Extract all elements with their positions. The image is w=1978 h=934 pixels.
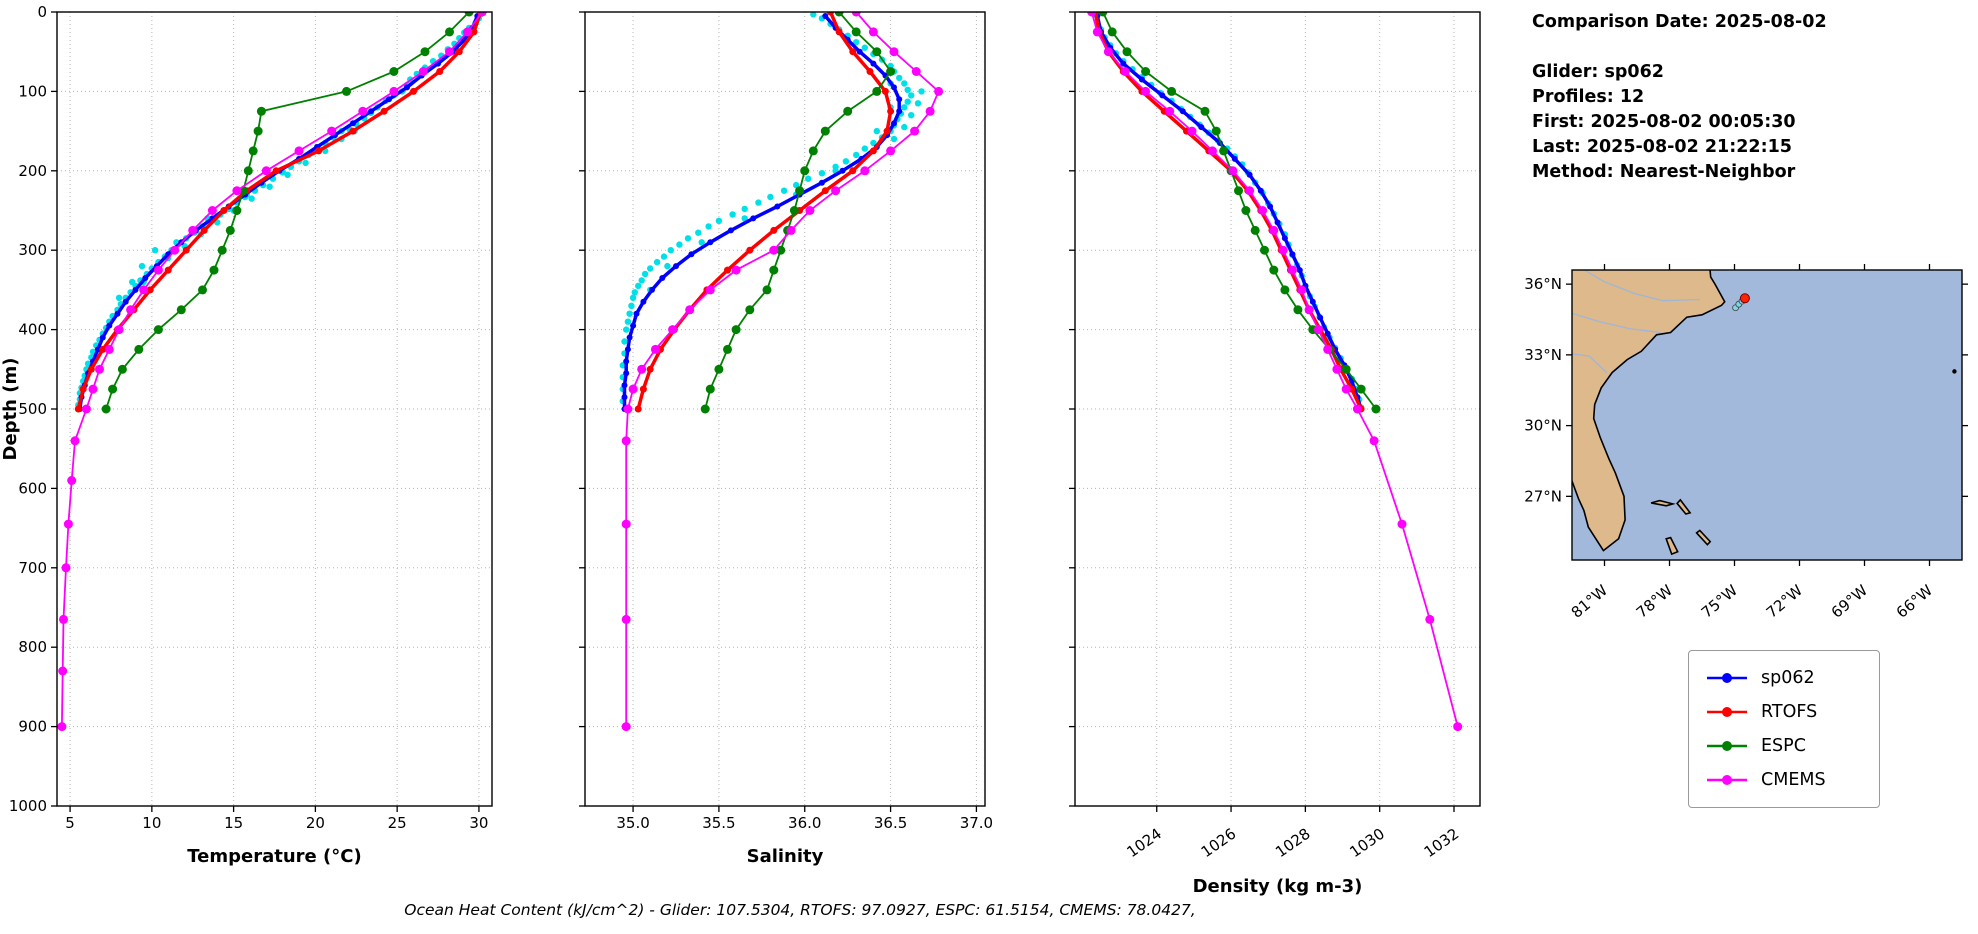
svg-text:36.5: 36.5 [874,814,907,832]
method-text: Method: Nearest-Neighbor [1532,162,1796,182]
svg-text:20: 20 [306,814,325,832]
svg-text:700: 700 [18,559,47,577]
legend-label: sp062 [1761,668,1815,688]
temperature-profile-chart: 0 100 200 300 400 500 600 700 800 900 1000 5 10 15 20 2… [0,3,493,867]
svg-text:1030: 1030 [1346,825,1388,862]
svg-text:35.0: 35.0 [616,814,649,832]
svg-text:500: 500 [18,400,47,418]
legend-item-sp062: sp062 [1705,661,1863,695]
profiles-count-text: Profiles: 12 [1532,87,1645,107]
svg-text:900: 900 [18,718,47,736]
svg-text:30: 30 [469,814,488,832]
svg-text:300: 300 [18,241,47,259]
glider-id-text: Glider: sp062 [1532,62,1664,82]
info-gap [1532,35,1827,60]
legend-label: ESPC [1761,736,1806,756]
svg-text:5: 5 [65,814,75,832]
legend-line-marker-icon [1707,741,1747,751]
svg-text:66°W: 66°W [1893,581,1936,622]
svg-text:75°W: 75°W [1698,581,1741,622]
svg-text:27°N: 27°N [1524,487,1562,505]
svg-text:Temperature (°C): Temperature (°C) [187,846,361,867]
svg-text:10: 10 [142,814,161,832]
svg-text:Depth (m): Depth (m) [0,358,21,461]
svg-text:36°N: 36°N [1524,275,1562,293]
svg-text:Density (kg m-3): Density (kg m-3) [1193,876,1363,897]
density-profile-chart: 1024 1026 1028 1030 1032 Density (kg m-3) [1069,11,1481,897]
svg-text:78°W: 78°W [1633,581,1676,622]
svg-text:15: 15 [224,814,243,832]
first-profile-time-text: First: 2025-08-02 00:05:30 [1532,112,1796,132]
svg-text:1026: 1026 [1198,825,1240,862]
legend-label: CMEMS [1761,770,1826,790]
legend-line-marker-icon [1707,775,1747,785]
svg-text:36.0: 36.0 [788,814,821,832]
legend-label: RTOFS [1761,702,1818,722]
svg-text:81°W: 81°W [1568,581,1611,622]
svg-text:Salinity: Salinity [747,846,824,867]
svg-text:1028: 1028 [1272,825,1314,862]
info-panel: Comparison Date: 2025-08-02 Glider: sp06… [1532,10,1827,185]
svg-text:400: 400 [18,321,47,339]
svg-text:600: 600 [18,479,47,497]
svg-text:72°W: 72°W [1763,581,1806,622]
svg-text:69°W: 69°W [1828,581,1871,622]
svg-text:30°N: 30°N [1524,417,1562,435]
legend: sp062 RTOFS ESPC CMEMS [1688,650,1880,808]
svg-text:35.5: 35.5 [702,814,735,832]
legend-line-marker-icon [1707,707,1747,717]
location-map: 36°N 33°N 30°N 27°N 81°W 78°W 75°W 72°W 69°W 66°W [1524,264,1968,622]
svg-text:1024: 1024 [1123,825,1165,862]
legend-item-rtofs: RTOFS [1705,695,1863,729]
svg-text:1032: 1032 [1421,825,1463,862]
legend-item-cmems: CMEMS [1705,763,1863,797]
svg-text:800: 800 [18,638,47,656]
ocean-heat-content-footer: Ocean Heat Content (kJ/cm^2) - Glider: 1… [404,901,1196,919]
svg-text:100: 100 [18,82,47,100]
legend-line-marker-icon [1707,673,1747,683]
svg-text:25: 25 [388,814,407,832]
legend-item-espc: ESPC [1705,729,1863,763]
comparison-date-text: Comparison Date: 2025-08-02 [1532,12,1827,32]
svg-text:37.0: 37.0 [960,814,993,832]
salinity-profile-chart: 35.0 35.5 36.0 36.5 37.0 Salinity [579,11,993,867]
svg-text:0: 0 [37,3,47,21]
svg-text:1000: 1000 [9,797,47,815]
svg-text:200: 200 [18,162,47,180]
last-profile-time-text: Last: 2025-08-02 21:22:15 [1532,137,1792,157]
svg-text:33°N: 33°N [1524,346,1562,364]
